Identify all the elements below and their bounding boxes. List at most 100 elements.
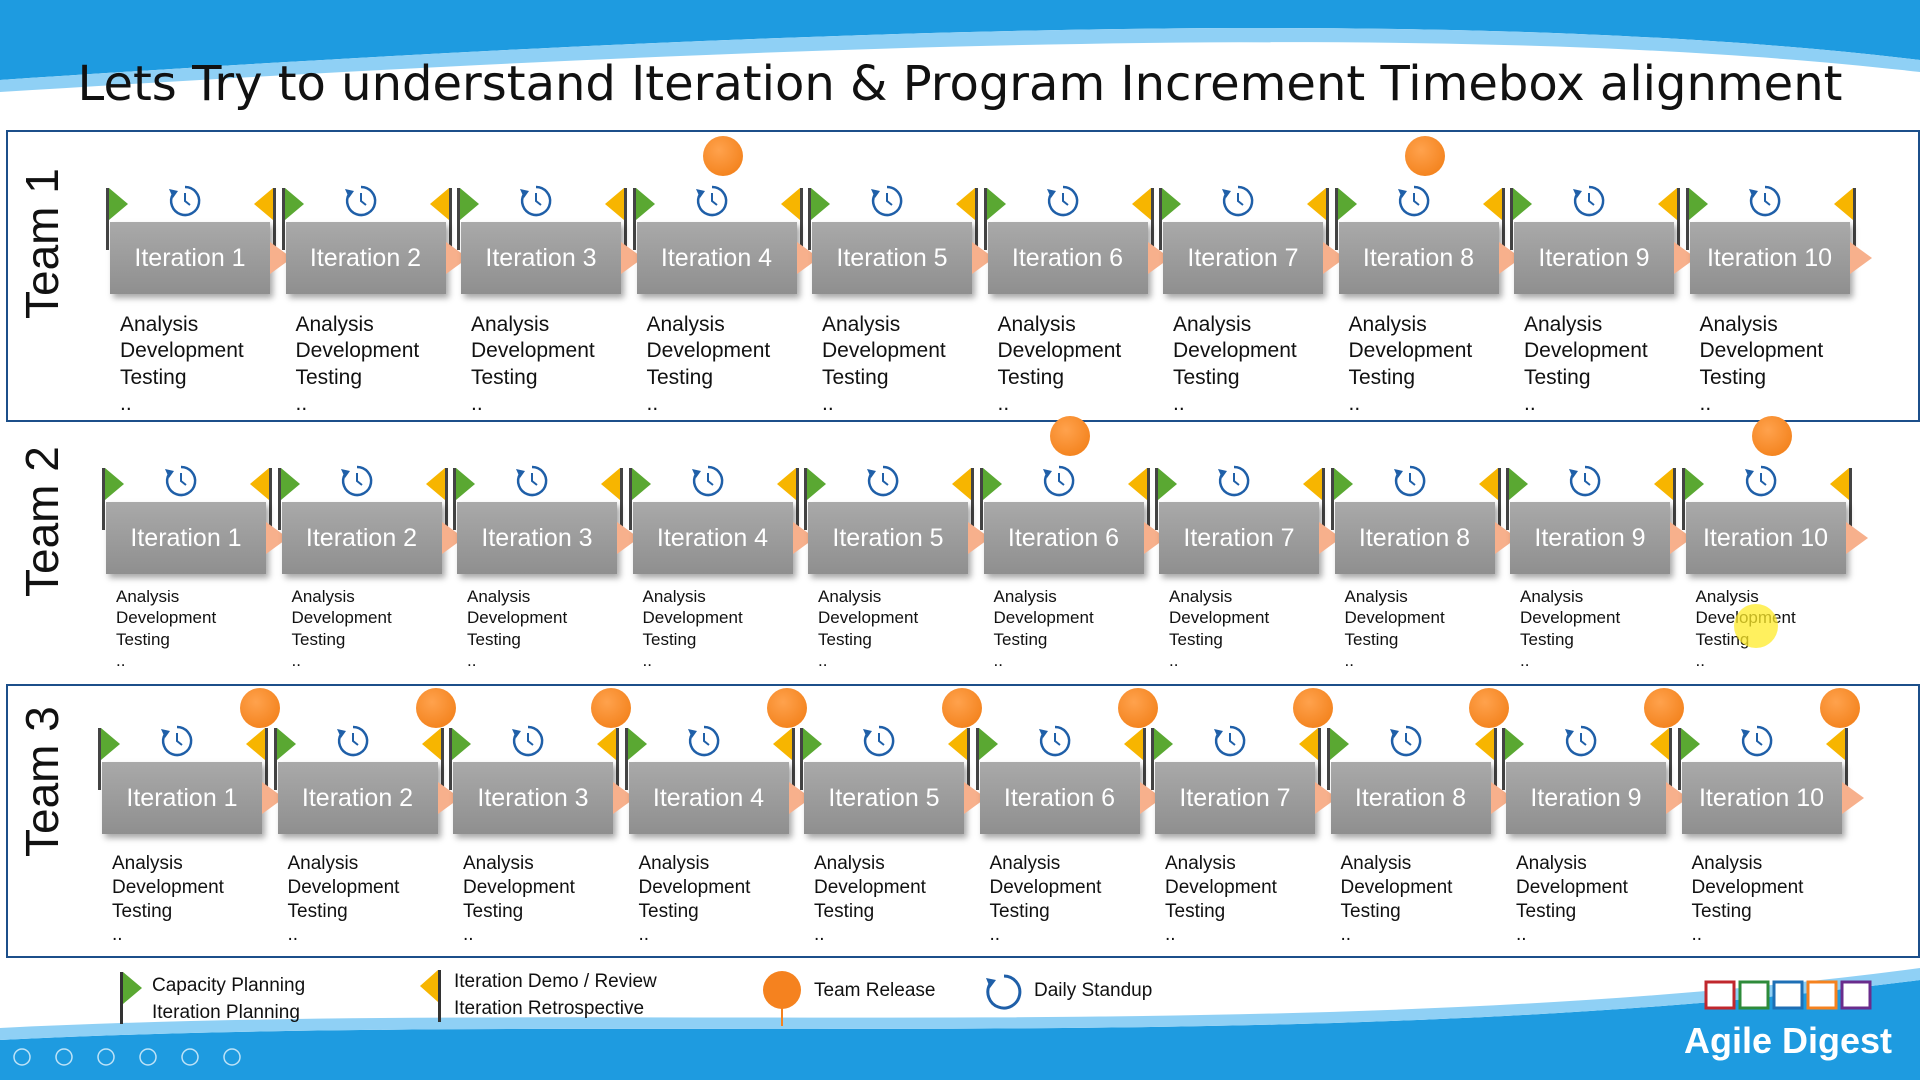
activity-item: Testing [1520,629,1574,649]
daily-standup-icon [691,465,723,497]
activity-item: .. [1524,391,1536,415]
activity-item: Development [467,608,568,628]
activity-item: Analysis [818,587,882,606]
activity-item: Development [1340,876,1453,898]
activity-item: Testing [116,629,170,649]
iteration-box[interactable]: Iteration 4 [628,762,789,834]
iteration-box[interactable]: Iteration 10 [1681,762,1842,834]
activity-item: Development [463,876,575,898]
iteration-box[interactable]: Iteration 3 [453,762,613,834]
iteration-box[interactable]: Iteration 9 [1510,502,1670,574]
activity-item: Analysis [120,313,199,336]
bottom-wave-decoration [0,968,1920,1080]
iteration-box[interactable]: Iteration 7 [1163,222,1323,294]
iteration-box[interactable]: Iteration 1 [110,222,270,294]
activity-item: Testing [112,900,173,922]
activity-item: Analysis [1169,587,1233,606]
activity-item: Testing [1169,629,1223,649]
activity-item: Development [814,876,926,898]
iteration-box[interactable]: Iteration 8 [1338,222,1499,294]
capacity-planning-flag-icon [281,188,304,250]
green-flag-icon [120,972,142,1024]
team-3-band [6,684,1920,958]
iteration-demo-flag-icon [1650,728,1672,790]
activity-item: Testing [287,900,348,922]
team-release-icon [1819,688,1860,728]
iteration-demo-flag-icon [1123,728,1146,790]
iteration-box[interactable]: Iteration 6 [983,502,1144,574]
iteration-box[interactable]: Iteration 3 [461,222,621,294]
iteration-box[interactable]: Iteration 6 [987,222,1148,294]
daily-standup-icon [165,465,197,497]
capacity-planning-flag-icon [632,188,655,250]
team-release-icon [240,688,280,728]
activity-item: Analysis [1524,313,1603,336]
activity-item: Analysis [467,587,531,606]
iteration-arrow [1841,782,1864,814]
iteration-box[interactable]: Iteration 8 [1334,502,1495,574]
team-release-icon [1404,136,1445,176]
iteration-demo-flag-icon [1127,468,1150,530]
circular-arrow-icon [986,974,1022,1010]
iteration-box[interactable]: Iteration 5 [804,762,964,834]
iteration-demo-flag-icon [772,728,795,790]
capacity-planning-flag-icon [983,188,1006,250]
iteration-box[interactable]: Iteration 2 [281,502,442,574]
activity-item: .. [112,924,123,946]
iteration-box[interactable]: Iteration 10 [1685,502,1846,574]
iteration-box[interactable]: Iteration 7 [1159,502,1319,574]
daily-standup-icon [520,185,552,217]
team-release-icon [766,688,807,728]
iteration-box[interactable]: Iteration 2 [285,222,446,294]
iteration-box[interactable]: Iteration 10 [1689,222,1850,294]
activity-item: Testing [295,365,363,389]
iteration-demo-flag-icon [1474,728,1497,790]
iteration-box[interactable]: Iteration 9 [1514,222,1674,294]
iteration-box[interactable]: Iteration 8 [1330,762,1491,834]
legend-standup-label: Daily Standup [1034,980,1153,1001]
daily-standup-icon [516,465,548,497]
iteration-box[interactable]: Iteration 5 [808,502,968,574]
iteration-demo-flag-icon [1654,468,1676,530]
activity-item: .. [989,924,1001,946]
activity-item: .. [1699,391,1712,415]
iteration-box[interactable]: Iteration 1 [106,502,266,574]
iteration-demo-flag-icon [1303,468,1325,530]
daily-standup-icon [1222,185,1254,217]
iteration-box[interactable]: Iteration 5 [812,222,972,294]
capacity-planning-flag-icon [98,728,120,790]
activity-item: Development [291,608,392,628]
iteration-box[interactable]: Iteration 2 [277,762,438,834]
activity-item: Development [120,339,244,363]
iteration-box[interactable]: Iteration 4 [632,502,793,574]
activity-item: .. [291,650,301,670]
activity-item: Analysis [646,313,725,336]
iteration-box[interactable]: Iteration 7 [1155,762,1315,834]
activity-item: Development [112,876,224,898]
iteration-box[interactable]: Iteration 6 [979,762,1140,834]
activity-item: Testing [1691,900,1752,922]
activity-item: .. [116,650,126,670]
daily-standup-icon [1038,725,1070,757]
iteration-box[interactable]: Iteration 4 [636,222,797,294]
iteration-box[interactable]: Iteration 1 [102,762,262,834]
slide-controls[interactable] [12,1046,252,1068]
capacity-planning-flag-icon [628,468,651,530]
iteration-demo-flag-icon [948,728,970,790]
iteration-box[interactable]: Iteration 9 [1506,762,1666,834]
team-release-icon [1751,416,1792,456]
capacity-planning-flag-icon [277,468,300,530]
iteration-box[interactable]: Iteration 3 [457,502,617,574]
activity-item: Testing [1340,900,1401,922]
activity-item: Development [1344,608,1445,628]
daily-standup-icon [1397,185,1429,217]
capacity-planning-flag-icon [800,728,822,790]
legend-demo-line1: Iteration Demo / Review [454,971,657,992]
